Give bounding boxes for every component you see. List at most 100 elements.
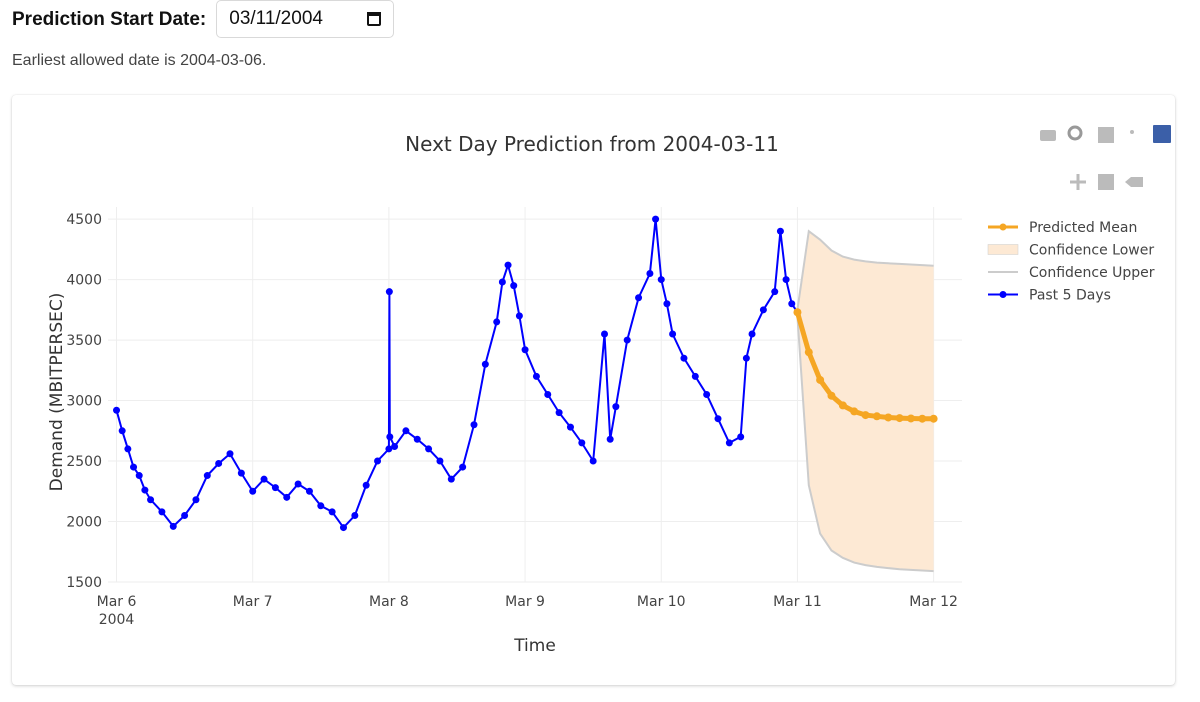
past-5-days-point [510,282,518,290]
past-5-days-point [203,472,211,480]
autoscale-icon[interactable] [1130,130,1134,134]
legend-swatch [987,244,1019,255]
predicted-mean-point [850,407,859,416]
past-5-days-point [748,330,756,338]
past-5-days-point [481,360,489,368]
past-5-days-point [788,300,796,308]
past-5-days-point [339,524,347,532]
y-tick-label: 2500 [66,454,102,470]
past-5-days-point [725,439,733,447]
past-5-days-point [413,435,421,443]
past-5-days-point [271,484,279,492]
past-5-days-point [294,480,302,488]
chart-legend: Predicted Mean Confidence Lower Confidence… [987,220,1155,304]
past-5-days-point [317,502,325,510]
x-tick-label: Mar 7 [233,594,273,610]
past-5-days-point [782,276,790,284]
confidence-lower-line [796,315,934,573]
x-tick-label: Mar 6 [97,594,137,610]
predicted-mean-point [838,401,847,410]
date-row: Prediction Start Date: 03/11/2004 [12,0,395,40]
reset-axes-icon[interactable] [1125,177,1143,187]
past-5-days-point [459,463,467,471]
past-5-days-point [260,475,268,483]
past-5-days-point [158,508,166,516]
x-tick-label: Mar 12 [909,594,958,610]
x-tick-labels: Mar 6 2004 Mar 7 Mar 8 Mar 9 Mar 10 Mar 11 Mar … [97,594,958,628]
calendar-icon[interactable] [367,12,382,26]
legend-label[interactable]: Confidence Lower [1029,243,1154,259]
past-5-days-point [703,391,711,398]
past-5-days-point [362,481,370,489]
past-5-days-point [192,496,200,504]
past-5-days-point [691,372,699,380]
past-5-days-point [169,522,177,530]
predicted-mean-point [929,414,938,423]
past-5-days-point [391,443,399,451]
predicted-mean-point [918,414,927,423]
y-tick-labels: 1500 2000 2500 3000 3500 4000 4500 [66,212,102,591]
past-5-days-point [118,427,126,435]
x-axis-title: Time [513,636,556,656]
past-5-days-point [544,391,552,398]
predicted-mean-point [793,308,802,317]
predicted-mean-point [872,412,881,421]
predicted-mean-point [884,413,893,422]
y-tick-label: 4000 [66,273,102,289]
legend-marker [999,223,1007,231]
legend-label[interactable]: Confidence Upper [1029,265,1155,281]
zoom-out-icon[interactable] [1098,174,1114,190]
zoom-in-icon[interactable] [1098,127,1114,143]
chart-card: 1500 2000 2500 3000 3500 4000 4500 Mar 6 2004 Ma… [12,95,1175,685]
past-5-days-point [566,423,574,431]
pan-icon[interactable] [1070,174,1086,190]
past-5-days-point [714,415,722,423]
y-tick-label: 4500 [66,212,102,228]
past-5-days-point [470,421,478,429]
x-tick-label: Mar 10 [637,594,686,610]
past-5-days-point [328,508,336,516]
predicted-mean-point [804,348,813,357]
confidence-band-area [797,231,934,572]
past-5-days-point [635,294,643,302]
past-5-days-point [498,278,506,286]
past-5-days-point [283,493,291,501]
past-5-days-point [663,300,671,308]
camera-icon[interactable] [1040,130,1056,141]
past-5-days-point [124,445,132,453]
y-tick-label: 3000 [66,394,102,410]
past-5-days-point [130,463,138,471]
past-5-days-point [771,288,779,296]
predicted-mean-point [861,411,870,420]
past-5-days-point [646,270,654,278]
past-5-days-point [226,450,234,458]
legend-label[interactable]: Predicted Mean [1029,220,1137,236]
past-5-days-point [742,354,750,362]
past-5-days-point [737,433,745,441]
legend-marker [999,291,1007,298]
predicted-mean-point [906,414,915,423]
past-5-days-point [147,496,155,504]
x-tick-label: Mar 11 [773,594,822,610]
predicted-mean-point [827,391,836,400]
legend-label[interactable]: Past 5 Days [1029,288,1111,304]
plotly-logo-icon[interactable] [1153,125,1171,143]
past-5-days-point [351,511,359,519]
past-5-days-point [425,445,433,453]
chart-title: Next Day Prediction from 2004-03-11 [405,132,779,156]
y-tick-label: 1500 [66,575,102,591]
past-5-days-point [135,472,143,480]
past-5-days-point [555,409,563,417]
past-5-days-point [237,469,245,477]
past-5-days-point [657,276,665,284]
past-5-days-point [578,439,586,447]
chart-series [113,215,938,573]
y-axis-title: Demand (MBITPERSEC) [47,293,67,492]
y-tick-label: 3500 [66,333,102,349]
prediction-start-date-input[interactable]: 03/11/2004 [216,0,395,38]
x-tick-year-label: 2004 [99,612,135,628]
past-5-days-point [606,435,614,443]
x-tick-label: Mar 9 [505,594,545,610]
zoom-icon[interactable] [1067,125,1083,141]
past-5-days-point [515,312,523,320]
